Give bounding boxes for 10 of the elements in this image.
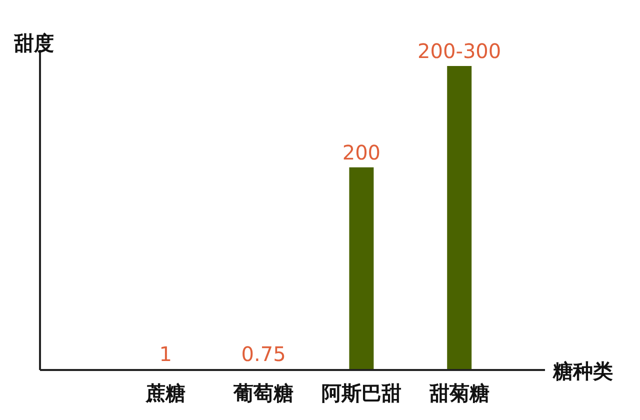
y-axis-title: 甜度	[13, 31, 54, 55]
x-tick-label: 甜菊糖	[428, 381, 490, 405]
x-tick-label: 葡萄糖	[232, 381, 294, 405]
x-axis-title: 糖种类	[552, 359, 613, 383]
data-label: 200-300	[418, 39, 502, 63]
x-tick-label: 蔗糖	[144, 381, 186, 405]
data-label: 1	[159, 342, 172, 366]
data-label: 200	[342, 140, 381, 164]
x-tick-label: 阿斯巴甜	[321, 381, 402, 405]
data-label: 0.75	[241, 342, 286, 366]
